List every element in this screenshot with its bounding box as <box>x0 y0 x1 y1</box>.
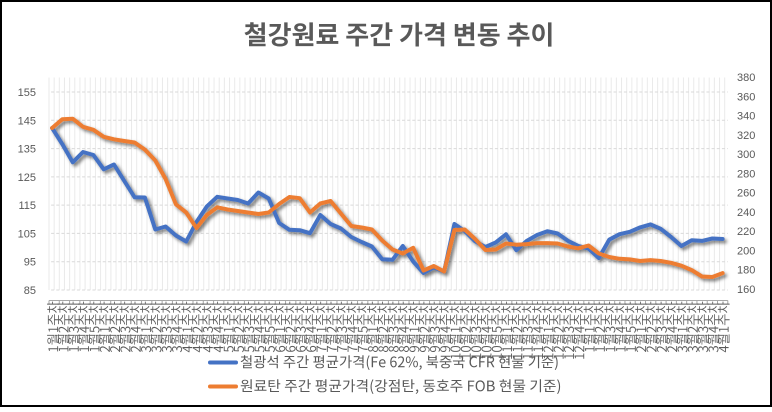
svg-text:280: 280 <box>737 168 755 180</box>
svg-text:260: 260 <box>737 188 755 200</box>
svg-text:105: 105 <box>18 228 36 240</box>
svg-text:95: 95 <box>24 257 36 269</box>
svg-text:360: 360 <box>737 91 755 103</box>
svg-text:85: 85 <box>24 285 36 297</box>
svg-text:155: 155 <box>18 87 36 99</box>
svg-text:340: 340 <box>737 111 755 123</box>
svg-text:380: 380 <box>737 72 755 84</box>
svg-text:200: 200 <box>737 245 755 257</box>
svg-text:115: 115 <box>18 200 36 212</box>
svg-text:240: 240 <box>737 207 755 219</box>
svg-text:135: 135 <box>18 144 36 156</box>
svg-text:145: 145 <box>18 115 36 127</box>
svg-text:320: 320 <box>737 130 755 142</box>
svg-text:160: 160 <box>737 284 755 296</box>
svg-text:220: 220 <box>737 226 755 238</box>
svg-text:180: 180 <box>737 265 755 277</box>
svg-text:125: 125 <box>18 172 36 184</box>
svg-text:300: 300 <box>737 149 755 161</box>
